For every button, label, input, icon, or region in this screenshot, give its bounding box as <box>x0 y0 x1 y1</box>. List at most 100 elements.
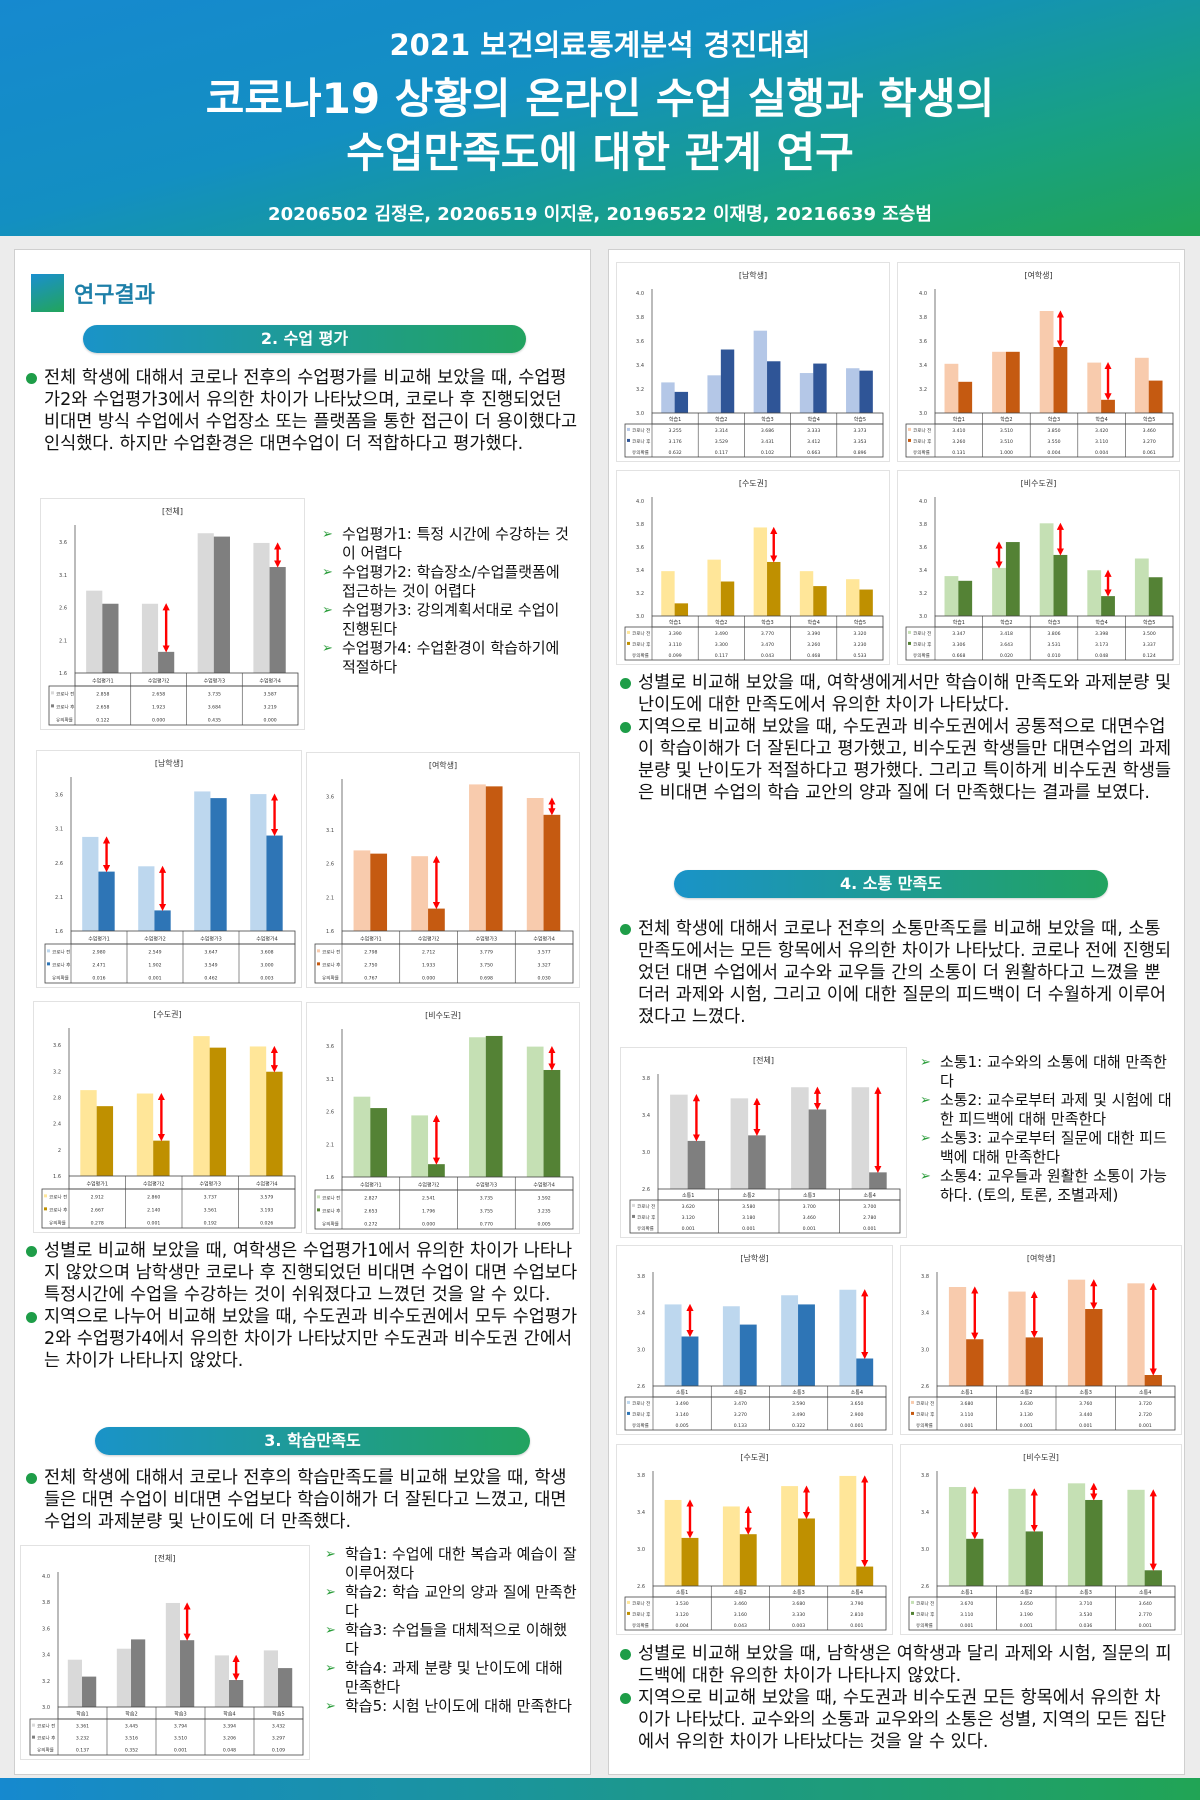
row-label: 유의확률 <box>916 1622 933 1629</box>
p-value: 0.133 <box>734 1423 747 1429</box>
bar-after <box>1148 577 1163 616</box>
bar-before <box>799 571 814 616</box>
y-tick-label: 2.4 <box>53 1122 61 1128</box>
eval-items: 수업평가1: 특정 시간에 수강하는 것이 어렵다 수업평가2: 학습장소/수업… <box>322 525 577 677</box>
section-marker-icon <box>31 274 64 312</box>
bar-before <box>1087 362 1102 413</box>
bar-chart: [비수도권] 1.6 2.1 2.6 3.1 3.6 수업평가1 2.827 2.653 0.27… <box>314 1010 574 1230</box>
category-label: 학습1 <box>953 416 965 423</box>
value-after: 3.643 <box>1000 642 1013 648</box>
y-tick-label: 3.0 <box>921 1547 929 1553</box>
p-value: 0.001 <box>1020 1623 1033 1629</box>
title-line-1: 코로나19 상황의 온라인 수업 실행과 학생의 <box>205 74 995 123</box>
y-tick-label: 3.8 <box>919 522 927 528</box>
bar-after <box>720 581 735 616</box>
bar-after <box>767 561 781 616</box>
bar-after <box>266 1071 283 1176</box>
value-before: 3.420 <box>1095 428 1108 434</box>
row-label: 코로나 후 <box>632 641 650 648</box>
y-tick-label: 4.0 <box>42 1574 50 1580</box>
bar-after <box>859 370 873 413</box>
value-before: 3.460 <box>1143 428 1156 434</box>
bar-before <box>722 1306 740 1386</box>
row-label: 유의확률 <box>632 449 649 456</box>
value-after: 1.796 <box>422 1208 435 1214</box>
y-tick-label: 2.6 <box>921 1384 929 1390</box>
y-tick-label: 3.0 <box>919 411 927 417</box>
legend-swatch <box>317 949 320 953</box>
category-label: 학습2 <box>715 619 727 626</box>
value-before: 3.735 <box>208 691 221 697</box>
p-value: 0.000 <box>422 975 435 981</box>
value-before: 3.630 <box>1020 1401 1033 1407</box>
p-value: 0.278 <box>91 1220 104 1226</box>
bar-before <box>1008 1488 1026 1586</box>
value-before: 3.333 <box>807 428 820 434</box>
list-item: 학습3: 수업들을 대체적으로 이해했다 <box>325 1621 580 1659</box>
category-label: 학습4 <box>1095 416 1107 423</box>
bar-before <box>839 1289 857 1386</box>
p-value: 0.001 <box>960 1423 973 1429</box>
p-value: 0.005 <box>676 1423 689 1429</box>
row-label: 유의확률 <box>632 1622 649 1629</box>
value-after: 3.176 <box>669 439 682 445</box>
bar-before <box>707 375 721 413</box>
bar-before <box>753 527 768 616</box>
bar-after <box>1025 1531 1043 1586</box>
p-value: 0.004 <box>676 1623 689 1629</box>
value-after: 3.510 <box>1000 439 1013 445</box>
list-item: 수업평가3: 강의계획서대로 수업이 진행된다 <box>322 601 577 639</box>
list-item: 학습5: 시험 난이도에 대해 만족한다 <box>325 1697 580 1716</box>
table-body-border <box>314 1189 574 1230</box>
legend-swatch <box>317 1208 320 1212</box>
bar-before <box>1067 1279 1086 1386</box>
y-tick-label: 3.4 <box>642 1113 650 1119</box>
value-before: 3.608 <box>260 949 273 955</box>
category-label: 소통4 <box>864 1193 876 1199</box>
chart-comm-female: [여학생] 2.6 3.0 3.4 3.8 소통1 3.680 3.110 0.001 소통2 3.… <box>900 1245 1182 1435</box>
bar-before <box>944 576 959 616</box>
value-after: 3.561 <box>204 1207 217 1213</box>
p-value: 0.117 <box>715 450 728 456</box>
category-label: 수업평가2 <box>418 935 440 942</box>
row-label: 코로나 후 <box>632 1611 650 1618</box>
row-label: 코로나 전 <box>916 1400 934 1407</box>
p-value: 0.533 <box>853 653 866 659</box>
legend-swatch <box>627 427 630 431</box>
category-label: 소통3 <box>792 1390 804 1396</box>
legend-swatch <box>627 1600 630 1604</box>
bar-before <box>781 1486 799 1586</box>
bar-after <box>1101 399 1115 413</box>
chart-title: [여학생] <box>1027 1253 1055 1263</box>
bar-after <box>869 1172 887 1189</box>
p-value: 0.000 <box>264 717 277 723</box>
p-value: 0.043 <box>734 1623 747 1629</box>
category-label: 수업평가2 <box>143 1180 165 1187</box>
bar-after <box>966 1339 984 1386</box>
bar-after <box>681 1537 699 1586</box>
bar-before <box>165 1602 181 1707</box>
p-value: 0.192 <box>204 1220 217 1226</box>
value-after: 2.810 <box>850 1612 863 1618</box>
value-after: 1.923 <box>152 704 165 710</box>
value-before: 3.700 <box>803 1204 816 1210</box>
y-tick-label: 3.4 <box>42 1653 50 1659</box>
value-before: 3.720 <box>1139 1401 1152 1407</box>
y-tick-label: 3.0 <box>637 1347 645 1353</box>
poster-header: 2021 보건의료통계분석 경진대회 코로나19 상황의 온라인 수업 실행과 … <box>0 0 1200 236</box>
y-tick-label: 1.6 <box>59 671 67 677</box>
value-before: 2.541 <box>422 1195 435 1201</box>
legend-swatch <box>44 1207 47 1211</box>
p-value: 0.001 <box>147 1220 160 1226</box>
bar-before <box>138 866 155 931</box>
p-value: 0.001 <box>863 1226 876 1232</box>
p-value: 0.001 <box>803 1226 816 1232</box>
bar-after <box>278 1668 293 1707</box>
bar-before <box>141 603 159 673</box>
bar-before <box>851 1087 870 1189</box>
bar-after <box>213 536 230 673</box>
y-tick-label: 3.1 <box>55 827 63 833</box>
category-label: 학습5 <box>1143 416 1155 423</box>
table-body-border <box>44 943 296 984</box>
value-before: 3.579 <box>260 1194 273 1200</box>
